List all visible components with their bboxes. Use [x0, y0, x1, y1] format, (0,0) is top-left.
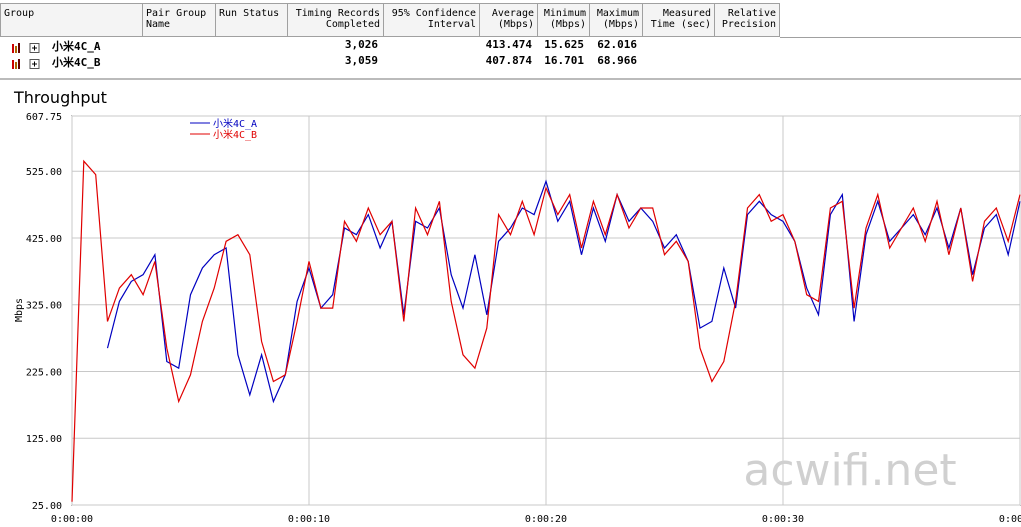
table-cell: 62.016	[597, 38, 637, 51]
column-header: Relative Precision	[715, 3, 780, 37]
table-cell: 小米4C_A	[52, 40, 101, 53]
x-tick-label: 0:00:20	[525, 514, 567, 525]
table-cell: 15.625	[544, 38, 584, 51]
y-tick-label: 525.00	[26, 167, 62, 178]
table-cell: 413.474	[485, 38, 532, 51]
legend-label: 小米4C_A	[213, 117, 257, 130]
watermark: acwifi.net	[743, 445, 956, 496]
series-line	[71, 159, 1021, 502]
series-line	[106, 179, 1021, 404]
legend-label: 小米4C_B	[213, 128, 257, 141]
y-tick-label: 125.00	[26, 434, 62, 445]
y-tick-label: 425.00	[26, 234, 62, 245]
x-tick-label: 0:00:00	[51, 514, 93, 525]
row-icons[interactable]	[10, 39, 42, 58]
header-strip	[780, 3, 1021, 38]
x-tick-label: 0:00:40	[999, 514, 1021, 525]
plot-area	[71, 115, 1021, 506]
y-axis-label: Mbps	[14, 298, 25, 322]
table-cell: 3,026	[344, 38, 378, 51]
column-header: Run Status	[216, 3, 288, 37]
x-tick-label: 0:00:10	[288, 514, 330, 525]
column-header: Pair Group Name	[143, 3, 216, 37]
y-tick-label: 325.00	[26, 301, 62, 312]
table-cell: 407.874	[485, 54, 532, 67]
column-header: Group	[0, 3, 143, 37]
y-tick-label: 607.75	[26, 112, 62, 123]
y-tick-label: 25.00	[32, 501, 62, 512]
icons	[12, 43, 40, 53]
chart-title: Throughput	[13, 88, 107, 107]
x-tick-label: 0:00:30	[762, 514, 804, 525]
table-cell: 小米4C_B	[52, 56, 101, 69]
column-header: Timing Records Completed	[288, 3, 384, 37]
column-header: Measured Time (sec)	[643, 3, 715, 37]
icons	[12, 59, 40, 69]
table-cell: 3,059	[344, 54, 378, 67]
row-icons[interactable]	[10, 55, 42, 74]
column-header: Minimum (Mbps)	[538, 3, 590, 37]
column-header: Maximum (Mbps)	[590, 3, 643, 37]
table-cell: 16.701	[544, 54, 584, 67]
divider	[0, 78, 1021, 80]
column-header: 95% Confidence Interval	[384, 3, 480, 37]
y-tick-label: 225.00	[26, 367, 62, 378]
column-header: Average (Mbps)	[480, 3, 538, 37]
table-cell: 68.966	[597, 54, 637, 67]
